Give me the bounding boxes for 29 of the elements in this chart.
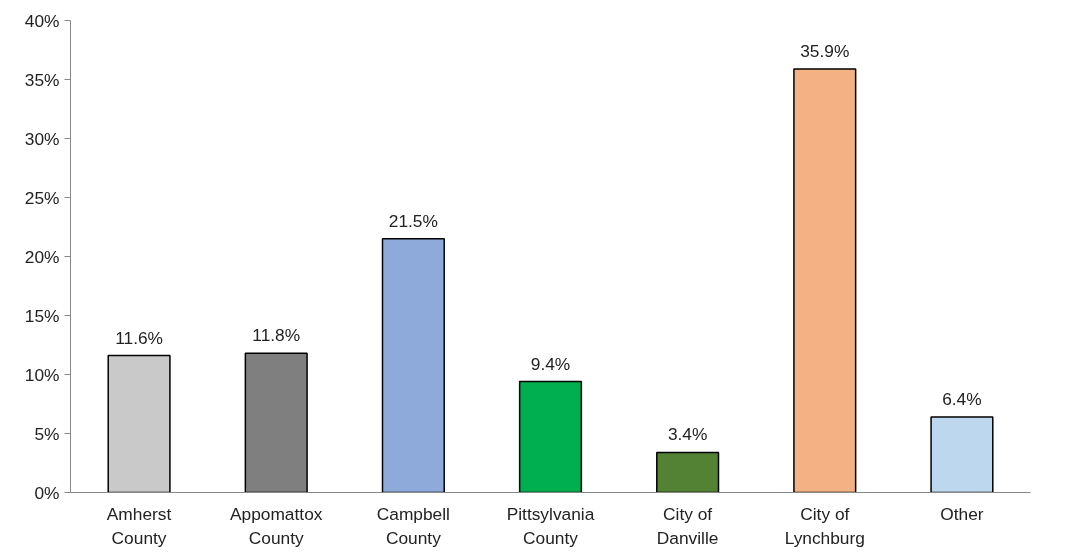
data-label: 11.8%	[252, 325, 301, 346]
data-label: 3.4%	[667, 424, 708, 445]
data-label: 9.4%	[530, 353, 571, 374]
y-tick-label: 10%	[24, 364, 60, 385]
y-tick-label: 40%	[24, 10, 60, 31]
data-label: 11.6%	[115, 327, 164, 348]
x-tick-label: Appomattox County	[229, 503, 323, 548]
x-tick-label: City of Danville	[656, 503, 719, 548]
bar	[656, 451, 720, 493]
bar	[793, 68, 857, 493]
y-tick-label: 0%	[34, 482, 60, 503]
x-tick-label: Other	[940, 503, 984, 524]
data-label: 6.4%	[942, 388, 982, 409]
x-tick-label: Pittsylvania County	[506, 503, 595, 548]
y-tick-label: 20%	[24, 246, 60, 267]
data-label: 35.9%	[800, 40, 850, 61]
y-tick-label: 15%	[24, 305, 60, 326]
y-tick-label: 25%	[24, 187, 60, 208]
x-tick-label: Amherst County	[106, 503, 172, 548]
y-tick-label: 35%	[24, 69, 60, 90]
bar	[107, 354, 171, 493]
data-label: 21.5%	[388, 210, 438, 231]
x-tick-label: City of Lynchburg	[784, 503, 865, 548]
bar	[930, 416, 994, 493]
x-tick-label: Campbell County	[376, 503, 450, 548]
bar	[381, 238, 445, 493]
y-tick-label: 5%	[34, 423, 60, 444]
y-tick-label: 30%	[24, 128, 60, 149]
bar	[518, 380, 583, 493]
